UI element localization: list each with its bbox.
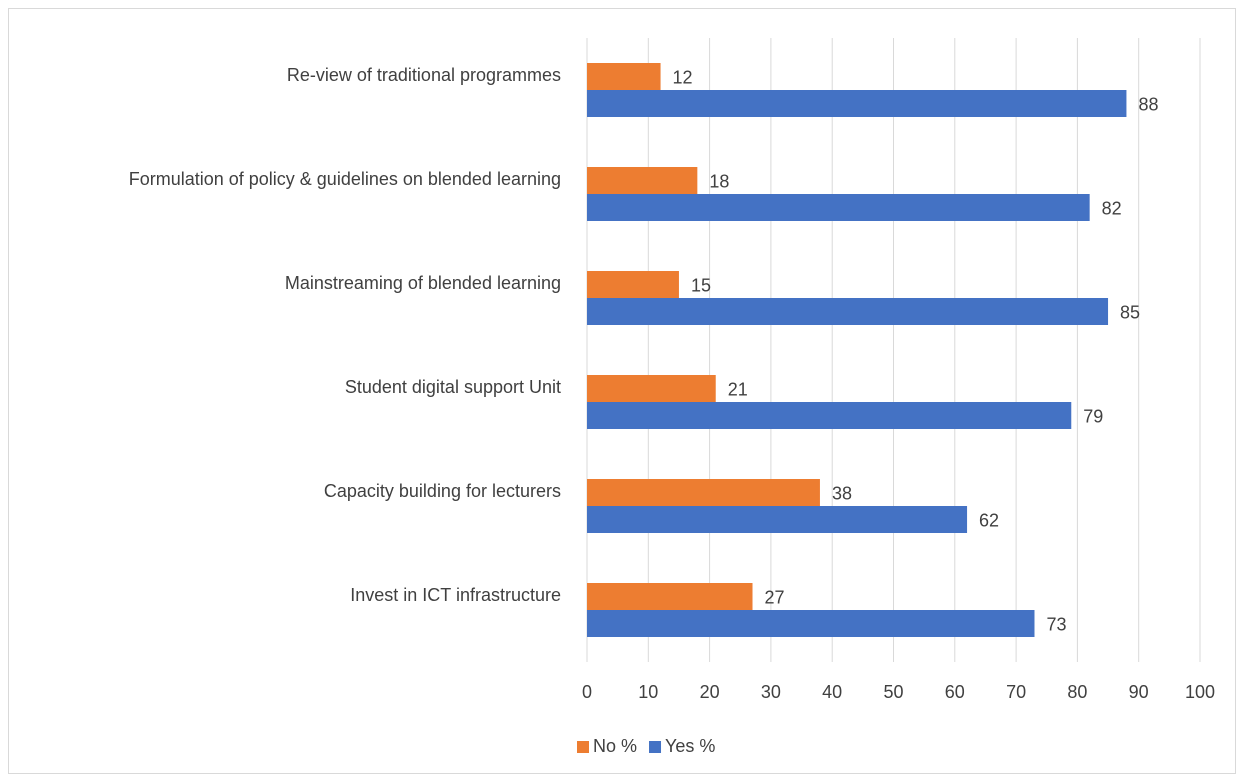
y-tick-label: Capacity building for lecturers <box>324 481 561 501</box>
legend-swatch <box>649 741 662 753</box>
y-tick-label: Re-view of traditional programmes <box>287 65 561 85</box>
x-tick-label: 30 <box>761 682 781 702</box>
y-tick-label: Student digital support Unit <box>345 377 561 397</box>
bar <box>587 90 1127 117</box>
legend-label: Yes % <box>665 736 715 756</box>
bar <box>587 375 716 402</box>
data-label: 85 <box>1120 302 1140 322</box>
y-tick-label: Mainstreaming of blended learning <box>285 273 561 293</box>
x-tick-label: 40 <box>822 682 842 702</box>
data-label: 62 <box>979 510 999 530</box>
x-tick-label: 60 <box>945 682 965 702</box>
x-tick-label: 80 <box>1067 682 1087 702</box>
data-label: 21 <box>728 379 748 399</box>
bar <box>587 298 1109 325</box>
bar <box>587 583 753 610</box>
legend-label: No % <box>593 736 637 756</box>
bar <box>587 402 1072 429</box>
data-label: 15 <box>691 275 711 295</box>
bar <box>587 610 1035 637</box>
data-label: 12 <box>673 67 693 87</box>
data-label: 27 <box>765 587 785 607</box>
bar <box>587 271 679 298</box>
data-label: 38 <box>832 483 852 503</box>
bar <box>587 479 820 506</box>
x-tick-label: 90 <box>1129 682 1149 702</box>
data-label: 73 <box>1046 614 1066 634</box>
bar <box>587 506 968 533</box>
x-tick-label: 50 <box>883 682 903 702</box>
bar <box>587 167 698 194</box>
data-label: 79 <box>1083 406 1103 426</box>
x-tick-label: 70 <box>1006 682 1026 702</box>
bar <box>587 194 1090 221</box>
data-label: 88 <box>1138 94 1158 114</box>
x-tick-label: 20 <box>700 682 720 702</box>
legend-swatch <box>577 741 589 753</box>
x-tick-label: 10 <box>638 682 658 702</box>
y-tick-label: Invest in ICT infrastructure <box>350 585 561 605</box>
x-tick-label: 0 <box>582 682 592 702</box>
x-tick-label: 100 <box>1185 682 1215 702</box>
data-label: 18 <box>709 171 729 191</box>
y-tick-label: Formulation of policy & guidelines on bl… <box>129 169 561 189</box>
data-label: 82 <box>1102 198 1122 218</box>
bar <box>587 63 661 90</box>
